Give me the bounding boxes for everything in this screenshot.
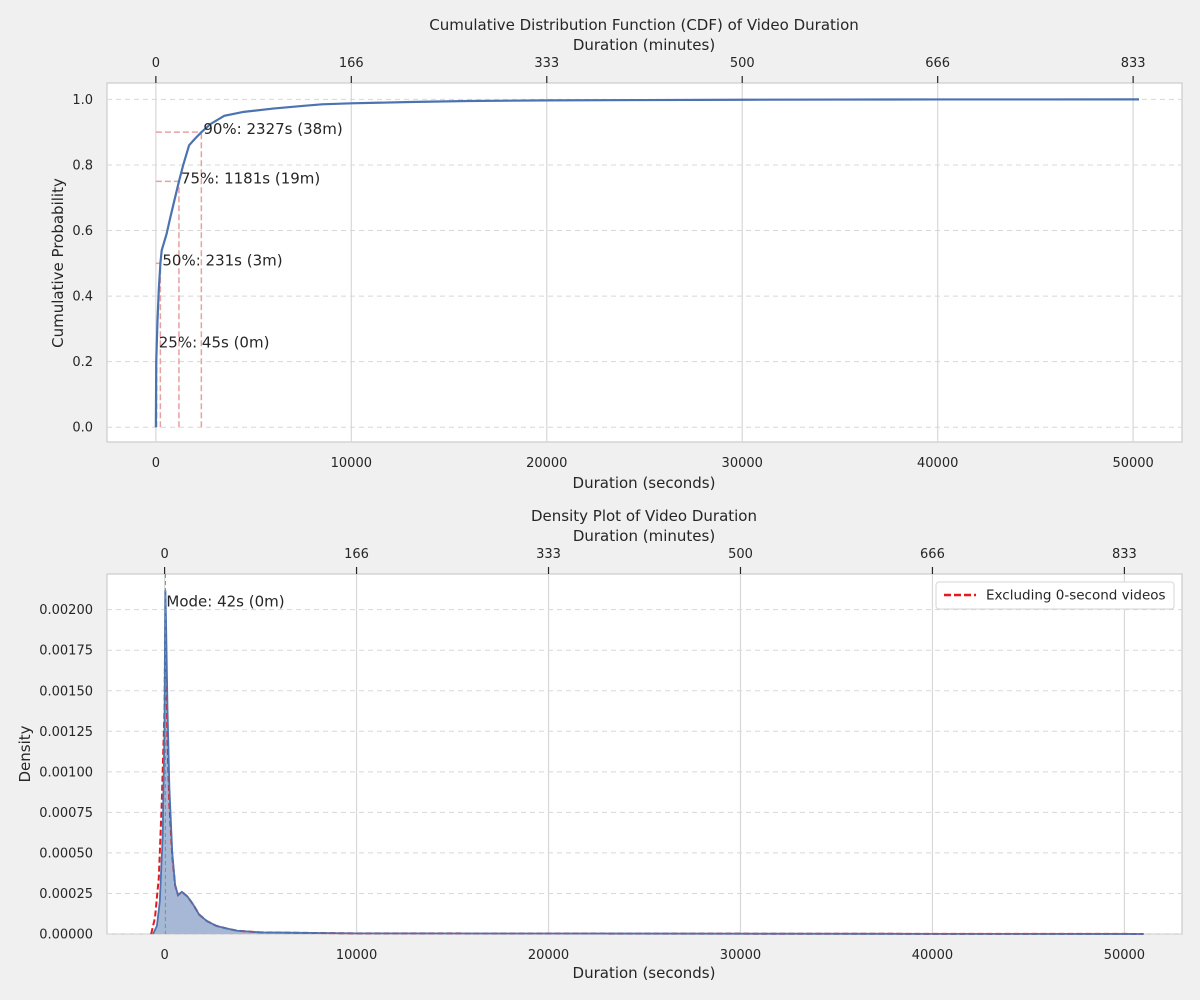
density-secondary-tick-label: 333	[536, 547, 561, 562]
density-ylabel: Density	[16, 725, 34, 782]
cdf-x-tick-label: 10000	[331, 456, 372, 471]
cdf-x-tick-label: 50000	[1112, 456, 1153, 471]
density-y-tick-label: 0.00025	[39, 887, 93, 902]
density-y-tick-label: 0.00075	[39, 806, 93, 821]
cdf-y-ticks: 0.0 0.2 0.4 0.6 0.8 1.0	[72, 93, 93, 436]
density-y-tick-label: 0.00000	[39, 928, 93, 943]
cdf-percentile-label: 25%: 45s (0m)	[159, 333, 270, 351]
cdf-percentile-annotations: 25%: 45s (0m) 50%: 231s (3m) 75%: 1181s (1…	[159, 120, 343, 351]
density-x-tick-label: 20000	[528, 948, 569, 963]
density-secondary-ticks: 0 166 333 500 666 833	[160, 547, 1137, 574]
cdf-x-tick-label: 30000	[722, 456, 763, 471]
legend-entry-excluding-zero: Excluding 0-second videos	[986, 588, 1166, 604]
cdf-y-tick-label: 0.6	[72, 224, 93, 239]
density-y-tick-label: 0.00125	[39, 725, 93, 740]
density-x-ticks: 0 10000 20000 30000 40000 50000	[160, 948, 1145, 963]
cdf-y-tick-label: 0.0	[72, 421, 93, 436]
cdf-x-tick-label: 0	[152, 456, 160, 471]
density-x-tick-label: 40000	[912, 948, 953, 963]
density-plot-area	[106, 573, 1183, 935]
cdf-secondary-tick-label: 333	[534, 56, 559, 71]
legend-box	[935, 581, 1175, 610]
density-y-tick-label: 0.00175	[39, 644, 93, 659]
density-x-tick-label: 0	[160, 948, 168, 963]
cdf-xlabel: Duration (seconds)	[573, 474, 716, 492]
density-secondary-tick-label: 0	[160, 547, 168, 562]
cdf-x-tick-label: 40000	[917, 456, 958, 471]
cdf-secondary-tick-label: 666	[925, 56, 950, 71]
cdf-chart: Cumulative Distribution Function (CDF) o…	[49, 16, 1183, 492]
density-x-tick-label: 10000	[336, 948, 377, 963]
cdf-secondary-tick-label: 500	[730, 56, 755, 71]
cdf-secondary-tick-label: 833	[1121, 56, 1146, 71]
density-secondary-tick-label: 666	[920, 547, 945, 562]
density-y-tick-label: 0.00100	[39, 765, 93, 780]
density-legend: Excluding 0-second videos	[935, 581, 1175, 610]
density-secondary-tick-label: 833	[1112, 547, 1137, 562]
cdf-percentile-label: 90%: 2327s (38m)	[203, 120, 342, 138]
cdf-y-tick-label: 0.4	[72, 290, 93, 305]
density-y-tick-label: 0.00200	[39, 603, 93, 618]
density-y-tick-label: 0.00050	[39, 846, 93, 861]
cdf-y-tick-label: 0.2	[72, 355, 93, 370]
cdf-percentile-label: 50%: 231s (3m)	[162, 251, 282, 269]
density-title: Density Plot of Video Duration	[531, 507, 757, 525]
density-y-tick-label: 0.00150	[39, 684, 93, 699]
density-x-tick-label: 50000	[1104, 948, 1145, 963]
cdf-secondary-tick-label: 0	[152, 56, 160, 71]
density-secondary-tick-label: 500	[728, 547, 753, 562]
cdf-plot-area	[106, 82, 1183, 443]
density-series-line	[152, 590, 1144, 935]
density-chart: Density Plot of Video Duration Duration …	[16, 507, 1183, 982]
cdf-series-line	[154, 98, 1140, 428]
cdf-x-tick-label: 20000	[526, 456, 567, 471]
cdf-title: Cumulative Distribution Function (CDF) o…	[429, 16, 859, 34]
cdf-y-tick-label: 1.0	[72, 93, 93, 108]
density-x-tick-label: 30000	[720, 948, 761, 963]
cdf-ylabel: Cumulative Probability	[49, 178, 67, 348]
cdf-x-ticks: 0 10000 20000 30000 40000 50000	[152, 456, 1154, 471]
cdf-y-tick-label: 0.8	[72, 158, 93, 173]
density-mode-annotation: Mode: 42s (0m)	[166, 593, 284, 611]
cdf-secondary-tick-label: 166	[339, 56, 364, 71]
cdf-secondary-xlabel: Duration (minutes)	[573, 36, 715, 54]
density-y-ticks: 0.00000 0.00025 0.00050 0.00075 0.00100 0.001…	[39, 603, 93, 942]
cdf-secondary-ticks: 0 166 333 500 666 833	[152, 56, 1146, 83]
cdf-percentile-label: 75%: 1181s (19m)	[181, 169, 320, 187]
density-secondary-tick-label: 166	[344, 547, 369, 562]
density-xlabel: Duration (seconds)	[573, 964, 716, 982]
density-secondary-xlabel: Duration (minutes)	[573, 527, 715, 545]
